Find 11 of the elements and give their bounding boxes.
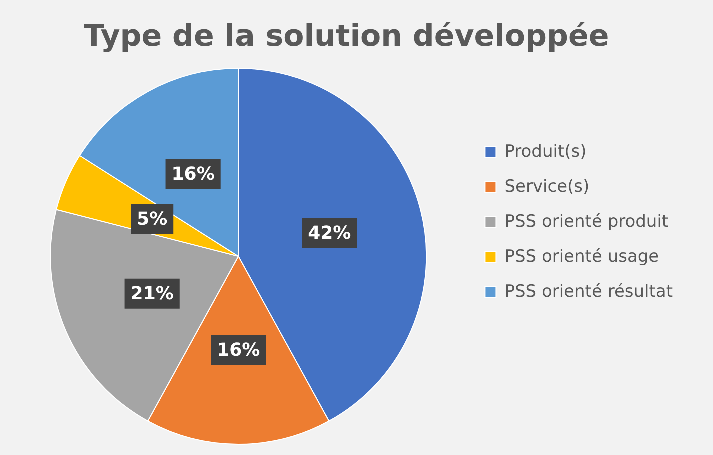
chart-title: Type de la solution développée: [84, 18, 610, 54]
data-label: 16%: [172, 164, 215, 185]
legend-label: PSS orienté produit: [504, 212, 669, 232]
legend-label: Service(s): [504, 176, 590, 197]
data-label: 21%: [130, 284, 174, 305]
data-label: 16%: [217, 340, 260, 362]
data-label: 5%: [137, 208, 168, 230]
legend-label: PSS orienté usage: [504, 246, 660, 267]
legend-label: PSS orienté résultat: [504, 282, 674, 302]
data-label: 42%: [308, 222, 352, 244]
legend-label: Produit(s): [504, 142, 587, 162]
